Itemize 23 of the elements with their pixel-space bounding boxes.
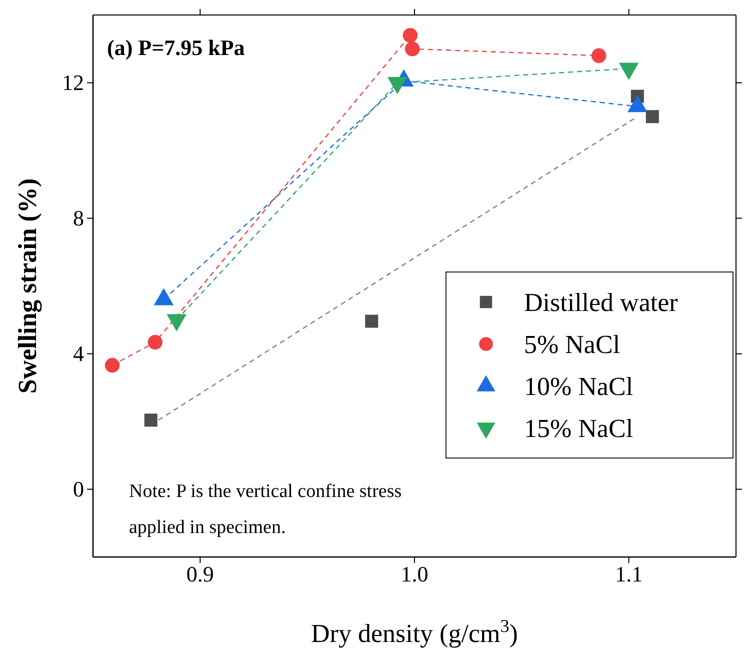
point xyxy=(402,28,418,43)
x-tick-label: 1.0 xyxy=(400,562,428,587)
point xyxy=(104,358,120,373)
y-tick-label: 4 xyxy=(73,340,84,366)
text: (a) P=7.95 kPa xyxy=(107,35,245,60)
point xyxy=(591,48,606,63)
x-axis-title: Dry density (g/cm$^{3}$) xyxy=(311,616,518,648)
point xyxy=(144,414,158,427)
point xyxy=(646,110,659,124)
legend-label: 5% NaCl xyxy=(524,330,620,359)
point xyxy=(148,334,163,350)
y-axis-title: Swelling strain (%) xyxy=(13,178,42,394)
y-tick-label: 0 xyxy=(73,476,84,502)
y-tick-label: 8 xyxy=(73,205,84,230)
point xyxy=(365,314,378,328)
legend-label: 10% NaCl xyxy=(524,372,634,401)
legend-label: Distilled water xyxy=(524,288,678,317)
annotation: Note: P is the vertical confine stress applied in specimen. xyxy=(129,481,402,538)
point xyxy=(405,42,420,56)
y-tick-label: 12 xyxy=(62,70,84,95)
x-tick-label: 1.1 xyxy=(615,562,643,587)
legend-label: 15% NaCl xyxy=(524,414,634,443)
x-tick-label: 0.9 xyxy=(186,562,214,587)
